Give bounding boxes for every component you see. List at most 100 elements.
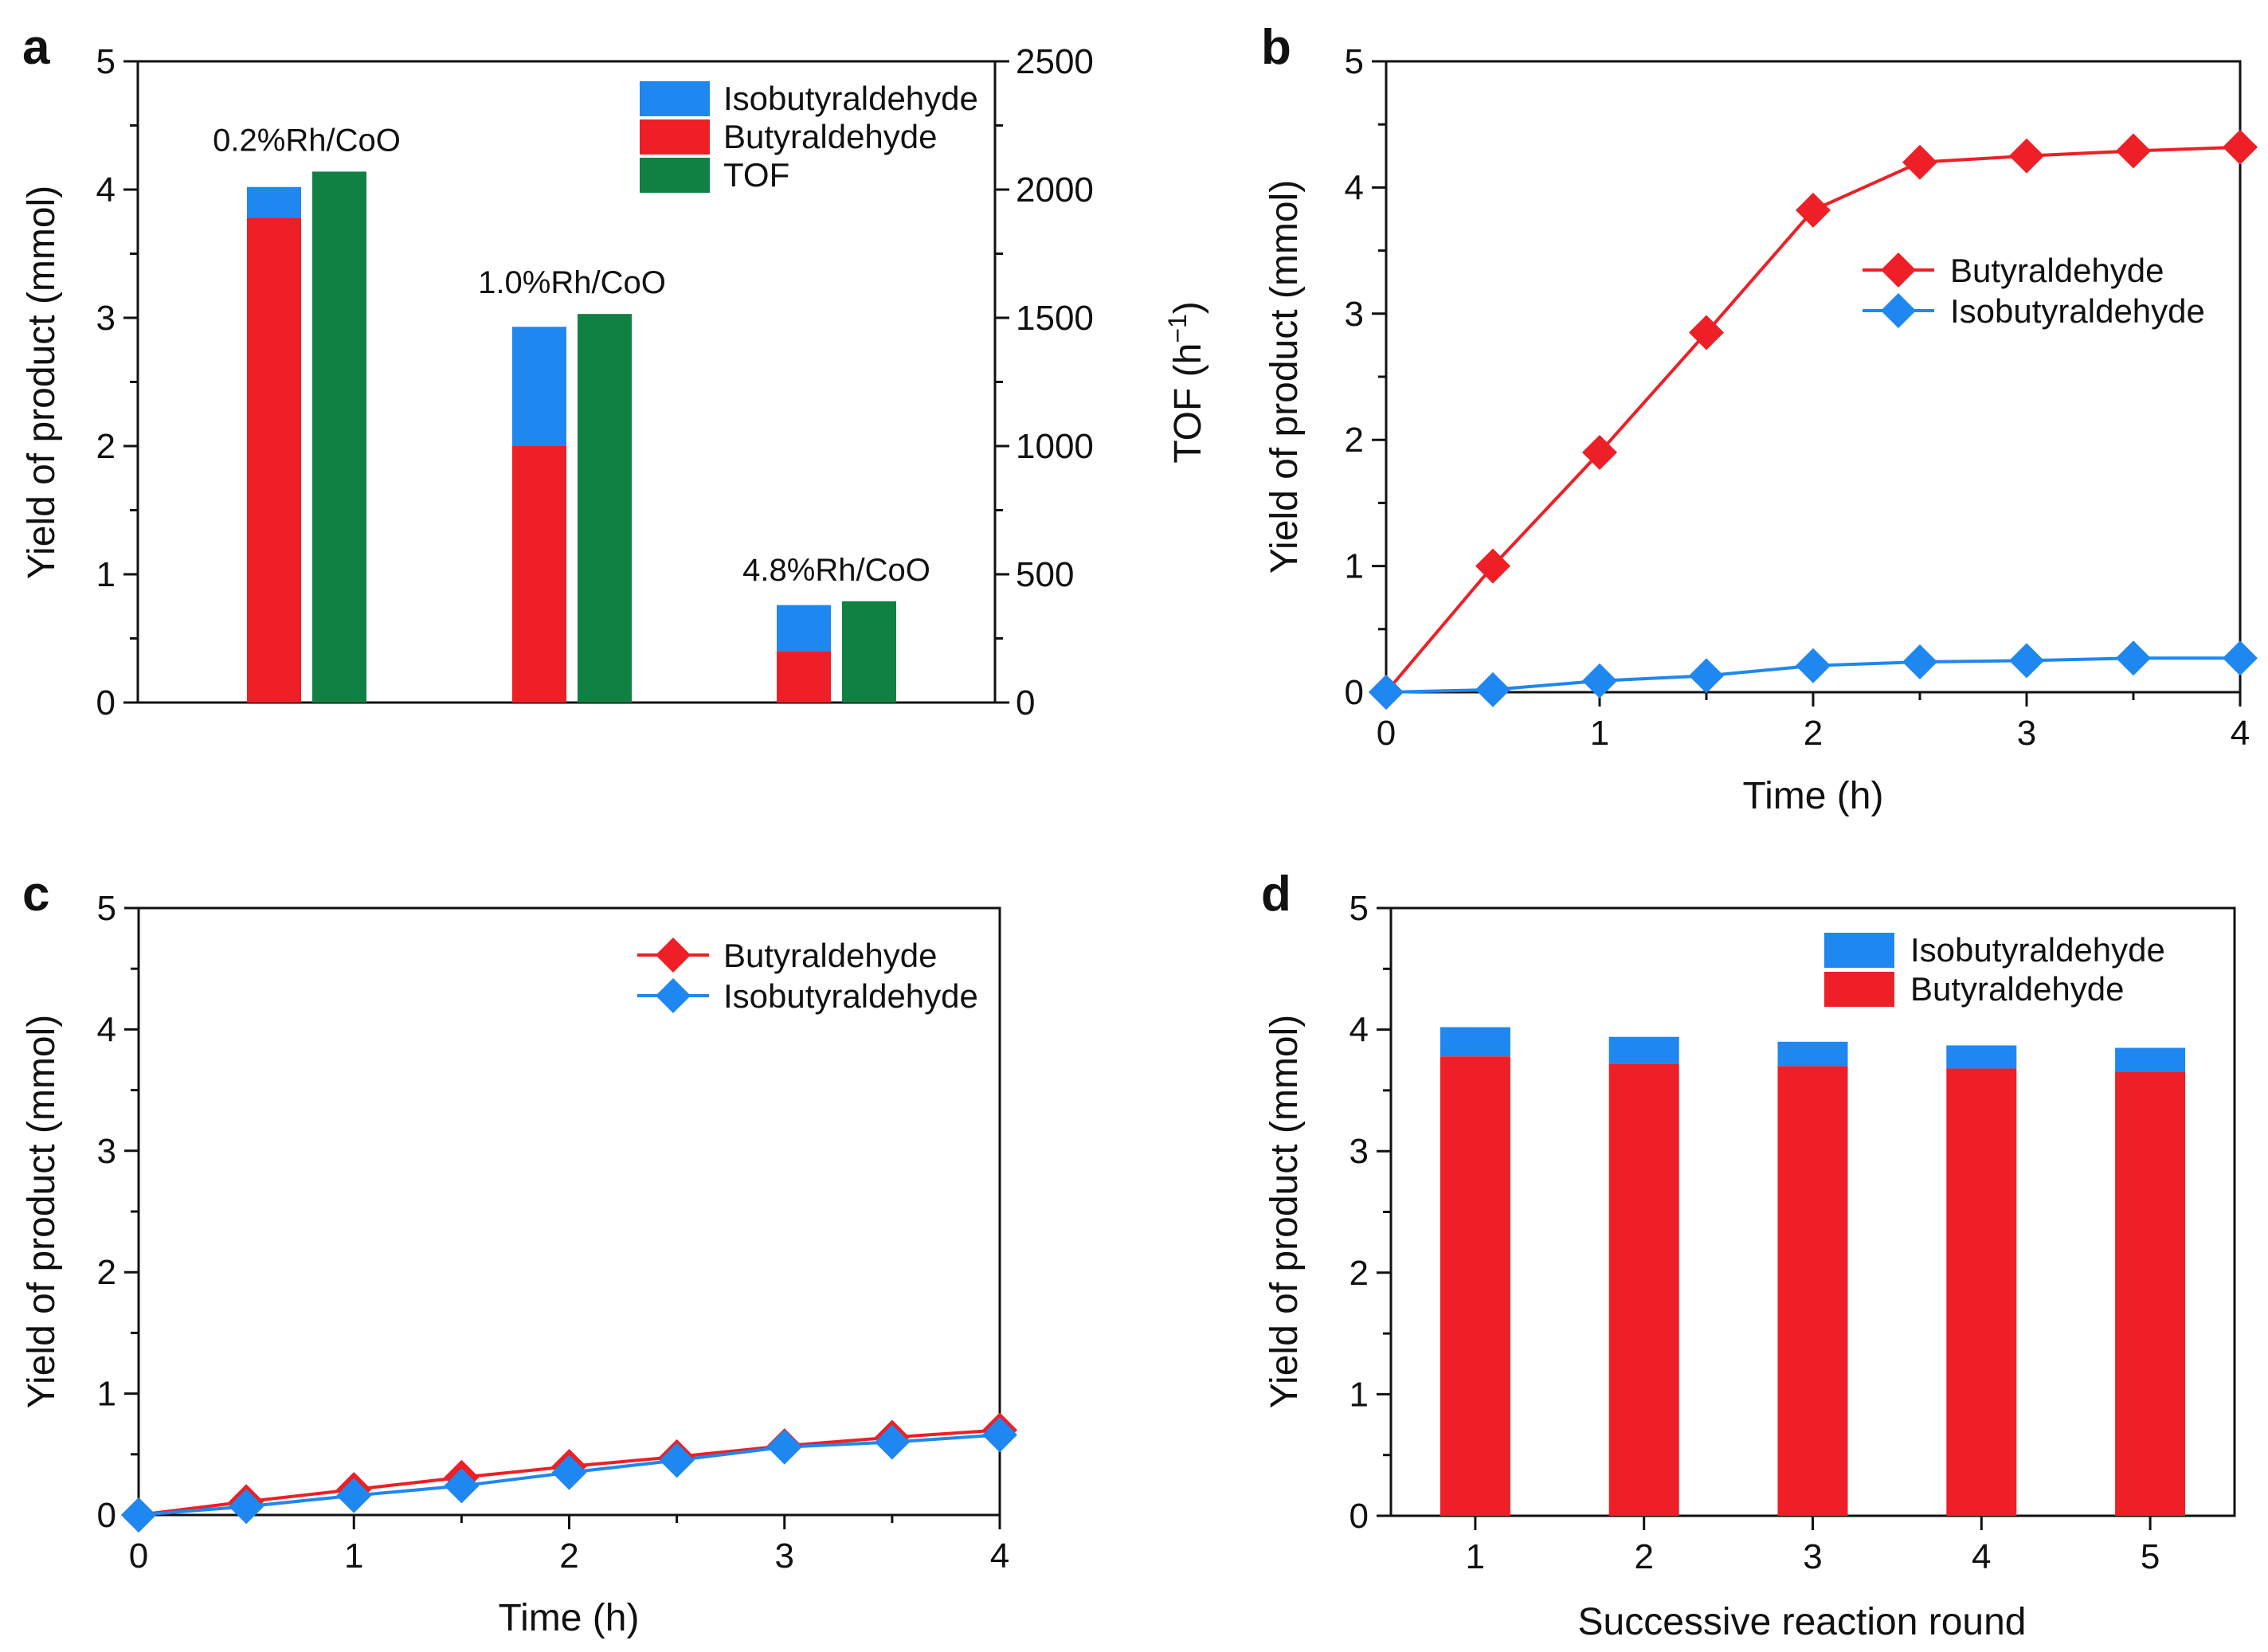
panel-d-bar-butyraldehyde-0 — [1440, 1056, 1510, 1516]
panel-b-y-tick-label-0: 0 — [1345, 673, 1364, 712]
panel-a-bar-tof-1 — [578, 314, 632, 703]
panel-b-point-isobutyraldehyde-8 — [2223, 640, 2258, 676]
panel-b-point-butyraldehyde-1 — [1475, 548, 1510, 584]
panel-a-category-labels: 0.2%Rh/CoO 1.0%Rh/CoO 4.8%Rh/CoO — [213, 123, 930, 587]
panel-b-line-butyraldehyde — [1385, 145, 2241, 694]
panel-d-y-tick-label-3: 3 — [1349, 1132, 1369, 1171]
panel-a-y-tick-label-4: 4 — [96, 170, 116, 209]
panel-a-right-y-axis: 0 500 1000 1500 2000 2500 — [995, 42, 1094, 722]
panel-a-y-tick-label-2: 2 — [96, 427, 116, 466]
panel-a-y2-tick-label-3: 1500 — [1016, 299, 1094, 338]
panel-d-legend: Isobutyraldehyde Butyraldehyde — [1824, 931, 2165, 1008]
panel-d-bars — [1440, 1027, 2186, 1516]
panel-c-y-axis-title: Yield of product (mmol) — [21, 1015, 63, 1408]
panel-d-x-tick-label-0: 1 — [1466, 1537, 1485, 1576]
panel-a-legend-label-isobutyraldehyde: Isobutyraldehyde — [723, 80, 978, 117]
panel-b-point-isobutyraldehyde-4 — [1796, 648, 1831, 683]
panel-a-legend-swatch-butyraldehyde — [640, 119, 710, 155]
panel-c-label: c — [22, 867, 49, 922]
panel-a-y2-title-close: ) — [1167, 301, 1209, 314]
panel-b-x-tick-label-0: 0 — [1377, 714, 1396, 753]
panel-b-y-axis-title: Yield of product (mmol) — [1263, 180, 1306, 574]
panel-b-point-butyraldehyde-8 — [2223, 129, 2258, 165]
panel-a-left-y-axis: 0 1 2 3 4 5 — [96, 42, 138, 722]
panel-d-bar-butyraldehyde-4 — [2115, 1072, 2186, 1516]
panel-d-y-axis: 0 1 2 3 4 5 — [1349, 889, 1391, 1536]
panel-a-bar-tof-0 — [312, 171, 366, 703]
panel-d-x-tick-label-1: 2 — [1634, 1537, 1653, 1576]
panel-a-category-label-2: 4.8%Rh/CoO — [742, 553, 930, 588]
panel-b-point-butyraldehyde-6 — [2009, 138, 2044, 174]
panel-c-point-isobutyraldehyde-3 — [444, 1468, 480, 1504]
panel-a-bar-isobutyraldehyde-0 — [247, 186, 301, 218]
panel-b-label: b — [1261, 20, 1291, 75]
panel-c-y-tick-label-5: 5 — [97, 889, 116, 928]
panel-c-point-isobutyraldehyde-2 — [336, 1478, 372, 1513]
panel-b-y-tick-label-2: 2 — [1345, 421, 1364, 460]
panel-a-y-tick-label-0: 0 — [96, 683, 116, 722]
panel-a-y2-tick-label-4: 2000 — [1016, 170, 1094, 209]
panel-a-yield-and-tof-bar-chart: a 0 1 2 3 4 5 0 500 1000 1500 2000 2500 0.2%Rh/CoO… — [21, 20, 1209, 722]
panel-a-y2-title-main: TOF (h — [1167, 343, 1209, 464]
panel-b-legend-marker-butyraldehyde — [1881, 252, 1916, 288]
panel-a-category-label-0: 0.2%Rh/CoO — [213, 123, 401, 158]
panel-b-point-butyraldehyde-4 — [1796, 192, 1831, 228]
panel-a-category-label-1: 1.0%Rh/CoO — [478, 265, 666, 300]
panel-c-legend-label-butyraldehyde: Butyraldehyde — [723, 937, 938, 974]
panel-c-point-isobutyraldehyde-1 — [229, 1489, 264, 1525]
panel-a-y-tick-label-5: 5 — [96, 42, 116, 81]
panel-c-y-tick-label-2: 2 — [97, 1253, 116, 1292]
panel-b-legend: Butyraldehyde Isobutyraldehyde — [1863, 252, 2205, 330]
panel-c-legend: Butyraldehyde Isobutyraldehyde — [637, 937, 978, 1015]
panel-a-y2-title-superscript: −1 — [1163, 314, 1192, 343]
panel-d-x-tick-label-3: 4 — [1972, 1537, 1991, 1576]
panel-c-x-tick-label-4: 4 — [990, 1537, 1009, 1576]
panel-b-point-isobutyraldehyde-1 — [1475, 671, 1510, 707]
panel-d-bar-butyraldehyde-3 — [1946, 1068, 2017, 1516]
panel-b-y-tick-label-1: 1 — [1345, 547, 1364, 586]
panel-a-bars — [247, 171, 896, 703]
panel-d-bar-isobutyraldehyde-1 — [1608, 1036, 1679, 1064]
panel-b-legend-marker-isobutyraldehyde — [1881, 293, 1916, 328]
panel-a-bar-butyraldehyde-1 — [512, 446, 566, 703]
panel-c-x-tick-label-0: 0 — [129, 1537, 148, 1576]
panel-d-x-axis-title: Successive reaction round — [1578, 1601, 2027, 1643]
panel-c-y-tick-label-4: 4 — [97, 1010, 116, 1049]
panel-d-legend-swatch-butyraldehyde — [1824, 972, 1894, 1007]
panel-d-bar-isobutyraldehyde-4 — [2115, 1047, 2186, 1073]
panel-d-bar-isobutyraldehyde-2 — [1777, 1041, 1848, 1067]
panel-c-legend-marker-butyraldehyde — [656, 938, 691, 973]
panel-b-y-axis: 0 1 2 3 4 5 — [1345, 42, 1386, 712]
panel-b-legend-label-isobutyraldehyde: Isobutyraldehyde — [1950, 292, 2205, 330]
panel-d-y-tick-label-5: 5 — [1349, 889, 1369, 928]
panel-d-recycling-bar-chart: d 0 1 2 3 4 5 1 2 3 4 5 Yield of product (mmol) S… — [1261, 867, 2236, 1643]
panel-c-x-tick-label-2: 2 — [559, 1537, 578, 1576]
panel-c-point-isobutyraldehyde-5 — [659, 1443, 695, 1478]
panel-b-point-butyraldehyde-3 — [1689, 315, 1724, 350]
panel-b-point-butyraldehyde-2 — [1582, 435, 1617, 471]
panel-b-legend-label-butyraldehyde: Butyraldehyde — [1950, 252, 2164, 289]
panel-b-y-tick-label-3: 3 — [1345, 295, 1364, 334]
panel-a-bar-butyraldehyde-0 — [247, 217, 301, 703]
panel-a-y2-tick-label-0: 0 — [1016, 683, 1035, 722]
panel-b-series — [1369, 129, 2258, 710]
panel-b-x-axis-title: Time (h) — [1743, 775, 1884, 817]
panel-a-y-axis-title: Yield of product (mmol) — [21, 186, 63, 579]
panel-d-y-tick-label-2: 2 — [1349, 1254, 1369, 1293]
panel-c-legend-marker-isobutyraldehyde — [656, 978, 691, 1013]
panel-a-y-tick-label-3: 3 — [96, 299, 116, 338]
panel-b-x-axis: 0 1 2 3 4 — [1377, 692, 2250, 753]
panel-b-time-course-line-chart: b 0 1 2 3 4 5 0 1 2 3 4 Yield of product (mmol) T… — [1261, 20, 2258, 817]
panel-b-point-isobutyraldehyde-3 — [1689, 658, 1724, 694]
panel-a-label: a — [22, 20, 50, 75]
panel-d-x-tick-label-2: 3 — [1803, 1537, 1822, 1576]
panel-b-x-tick-label-3: 3 — [2017, 714, 2036, 753]
panel-d-bar-butyraldehyde-2 — [1777, 1066, 1848, 1516]
panel-d-bar-isobutyraldehyde-3 — [1946, 1045, 2017, 1069]
panel-d-y-tick-label-4: 4 — [1349, 1011, 1369, 1050]
panel-d-x-axis: 1 2 3 4 5 — [1466, 1516, 2160, 1576]
panel-a-bar-tof-2 — [842, 601, 896, 703]
panel-b-point-isobutyraldehyde-2 — [1582, 663, 1617, 699]
panel-a-y2-tick-label-2: 1000 — [1016, 427, 1094, 466]
